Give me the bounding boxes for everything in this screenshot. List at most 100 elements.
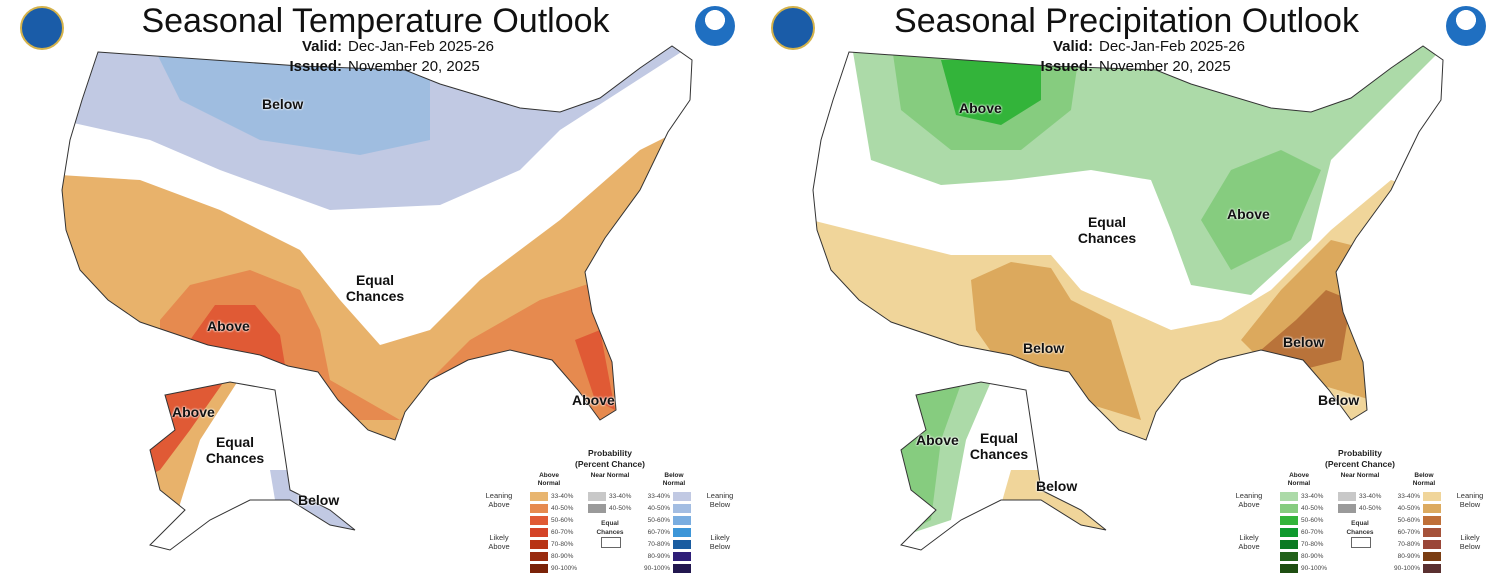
below-range-label: 90-100% [643,565,670,572]
precipitation-panel: Seasonal Precipitation Outlook Valid: Dec… [751,0,1502,583]
above-swatch [530,492,548,501]
above-range-label: 40-50% [551,505,574,512]
map-label: Above [916,432,959,448]
below-range-label: 60-70% [1397,529,1420,536]
near-range-label: 40-50% [609,505,632,512]
below-range-label: 40-50% [647,505,670,512]
below-swatch [673,540,691,549]
map-label: Below [298,492,340,508]
alaska-outline [149,381,356,551]
near-swatch [1338,504,1356,513]
above-range-label: 33-40% [1301,493,1324,500]
doc-seal-logo [771,6,815,50]
above-swatch [530,552,548,561]
above-swatch [530,540,548,549]
legend-title: Probability [588,448,632,458]
below-range-label: 70-80% [1397,541,1420,548]
below-range-label: 33-40% [647,493,670,500]
map-label: Below [1283,334,1325,350]
below-swatch [1423,564,1441,573]
near-range-label: 40-50% [1359,505,1382,512]
near-range-label: 33-40% [1359,493,1382,500]
map-label: Below [1023,340,1065,356]
below-normal-header: Below Normal [1412,472,1436,487]
below-range-label: 80-90% [1397,553,1420,560]
above-range-label: 50-60% [551,517,574,524]
map-label: Equal Chances [969,430,1029,462]
map-label: Above [1227,206,1270,222]
above-range-label: 80-90% [551,553,574,560]
above-swatch [1280,552,1298,561]
noaa-logo [695,6,735,46]
probability-legend: Probability (Percent Chance) Above Normal N… [1230,440,1490,580]
equal-chances-label: Equal Chances [596,520,624,536]
leaning-above-label: Leaning Above [485,491,513,509]
us-outline [61,45,693,441]
likely-below-label: Likely Below [709,533,731,551]
below-swatch [1423,528,1441,537]
map-label: Equal Chances [345,272,405,304]
equal-chances-swatch [1351,537,1371,548]
likely-below-label: Likely Below [1459,533,1481,551]
above-swatch [1280,516,1298,525]
below-swatch [673,552,691,561]
above-range-label: 60-70% [1301,529,1324,536]
below-swatch [1423,504,1441,513]
map-label: Below [1318,392,1360,408]
above-swatch [1280,528,1298,537]
above-swatch [1280,504,1298,513]
below-swatch [1423,516,1441,525]
map-label: Above [172,404,215,420]
equal-chances-label: Equal Chances [1346,520,1374,536]
map-label: Above [572,392,615,408]
below-range-label: 70-80% [647,541,670,548]
legend-title: Probability [1338,448,1382,458]
above-range-label: 90-100% [551,565,578,572]
temperature-map [61,45,693,551]
issued-line: Issued: November 20, 2025 [1040,58,1231,75]
valid-line: Valid: Dec-Jan-Feb 2025-26 [301,38,494,55]
valid-line: Valid: Dec-Jan-Feb 2025-26 [1052,38,1245,55]
noaa-logo [1446,6,1486,46]
issued-line: Issued: November 20, 2025 [289,58,480,75]
legend-subtitle: (Percent Chance) [575,459,645,469]
below-swatch [1423,492,1441,501]
above-range-label: 33-40% [551,493,574,500]
below-swatch [673,528,691,537]
near-normal-header: Near Normal [1340,472,1380,479]
above-range-label: 80-90% [1301,553,1324,560]
above-swatch [1280,492,1298,501]
page-title: Seasonal Precipitation Outlook [894,2,1359,40]
map-label: Below [262,96,304,112]
likely-above-label: Likely Above [1238,533,1260,551]
equal-chances-swatch [601,537,621,548]
temperature-panel: Seasonal Temperature Outlook Valid: Dec-J… [0,0,751,583]
below-swatch [673,504,691,513]
below-swatch [1423,552,1441,561]
legend-subtitle: (Percent Chance) [1325,459,1395,469]
below-range-label: 50-60% [647,517,670,524]
above-swatch [1280,564,1298,573]
below-range-label: 40-50% [1397,505,1420,512]
map-label: Below [1036,478,1078,494]
below-range-label: 90-100% [1393,565,1420,572]
near-range-label: 33-40% [609,493,632,500]
likely-above-label: Likely Above [488,533,510,551]
above-range-label: 90-100% [1301,565,1328,572]
below-swatch [1423,540,1441,549]
above-range-label: 70-80% [1301,541,1324,548]
above-normal-header: Above Normal [1287,472,1311,487]
above-range-label: 60-70% [551,529,574,536]
near-swatch [588,492,606,501]
above-range-label: 40-50% [1301,505,1324,512]
map-label: Above [959,100,1002,116]
above-swatch [530,504,548,513]
page-title: Seasonal Temperature Outlook [141,2,610,40]
above-range-label: 70-80% [551,541,574,548]
doc-seal-logo [20,6,64,50]
below-swatch [673,516,691,525]
near-swatch [588,504,606,513]
above-swatch [530,564,548,573]
below-range-label: 60-70% [647,529,670,536]
